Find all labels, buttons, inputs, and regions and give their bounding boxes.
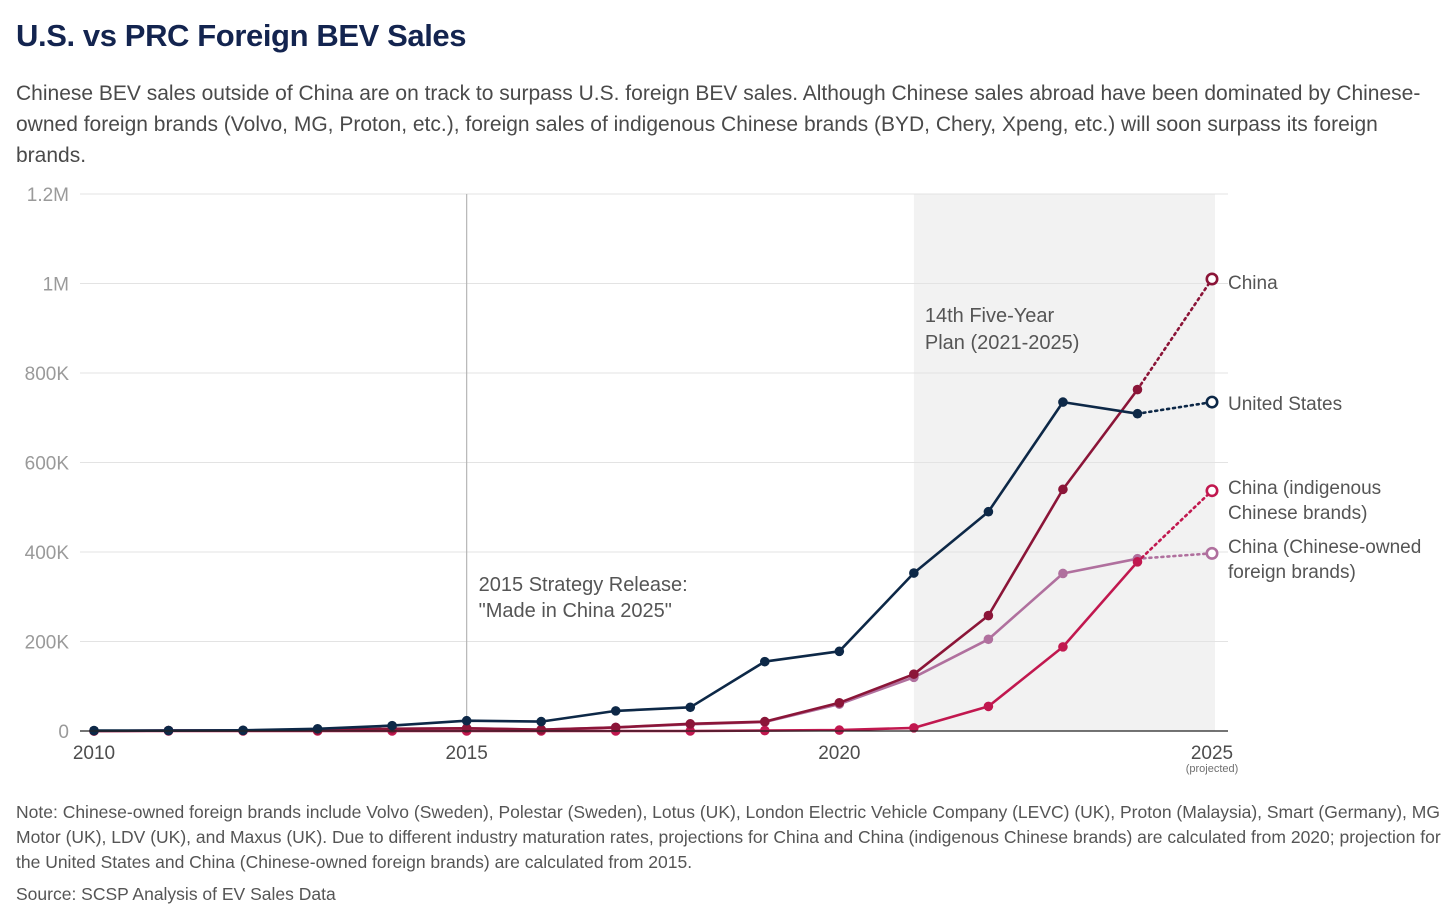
series-label-china-foreign: foreign brands) <box>1228 562 1356 583</box>
footnote: Note: Chinese-owned foreign brands inclu… <box>16 802 1441 872</box>
annotation-layer: 2015 Strategy Release: "Made in China 202… <box>466 194 1080 731</box>
data-point-china <box>685 719 696 729</box>
data-point-us <box>685 702 696 713</box>
source-note: Source: SCSP Analysis of EV Sales Data <box>16 884 336 904</box>
data-point-china <box>536 724 546 735</box>
series-label-china-foreign: China (Chinese-owned <box>1228 537 1421 558</box>
data-point-us <box>834 646 845 657</box>
data-point-us <box>1058 397 1068 407</box>
data-point-us <box>312 723 323 734</box>
projected-point-china-indigenous <box>1205 484 1219 498</box>
y-tick-label: 1.2M <box>27 185 69 206</box>
y-tick-label: 1M <box>43 275 69 296</box>
grid-layer <box>80 193 1228 642</box>
series-label-china-indigenous: Chinese brands) <box>1228 503 1367 524</box>
data-point-us <box>1132 408 1143 419</box>
data-point-china-indigenous <box>909 723 919 733</box>
data-point-us <box>610 706 621 716</box>
data-point-us <box>238 725 248 736</box>
data-point-china <box>760 716 770 727</box>
data-point-us <box>387 720 397 731</box>
projected-point-us <box>1205 395 1219 409</box>
x-tick-label: 2010 <box>73 743 115 764</box>
data-point-china <box>983 610 994 621</box>
projected-point-china-foreign <box>1205 546 1219 560</box>
chart-subtitle: Chinese BEV sales outside of China are o… <box>16 82 1421 167</box>
strategy-release-annotation: "Made in China 2025" <box>479 600 672 622</box>
data-point-china-foreign <box>1058 568 1068 579</box>
data-point-us <box>461 715 472 726</box>
projection-line-us <box>1136 400 1214 416</box>
series-label-china-indigenous: China (indigenous <box>1228 478 1381 499</box>
plan-annotation: 14th Five-Year <box>925 305 1055 327</box>
plan-annotation: Plan (2021-2025) <box>925 332 1080 354</box>
projection-line-china-indigenous <box>1136 489 1214 564</box>
projection-line-china <box>1136 277 1214 391</box>
data-point-china-foreign <box>983 634 994 645</box>
line-chart: 2015 Strategy Release: "Made in China 202… <box>25 185 1422 775</box>
y-tick-label: 0 <box>58 722 69 743</box>
label-layer: China (Chinese-owned foreign brands) China… <box>1228 273 1421 583</box>
data-point-china <box>1058 484 1068 495</box>
data-point-us <box>909 568 919 578</box>
x-tick-label: 2025 <box>1191 743 1233 764</box>
data-point-us <box>983 506 994 517</box>
y-tick-label: 800K <box>25 364 70 385</box>
data-point-china-indigenous <box>834 725 845 735</box>
series-us <box>89 395 1219 736</box>
x-tick-label: 2015 <box>446 743 488 764</box>
data-point-china <box>1132 384 1143 395</box>
data-point-us <box>760 656 770 667</box>
data-point-china-indigenous <box>1132 557 1143 567</box>
strategy-release-annotation: 2015 Strategy Release: <box>479 574 688 596</box>
y-tick-label: 200K <box>25 633 70 654</box>
data-point-china <box>909 669 919 679</box>
series-label-china: China <box>1228 273 1278 294</box>
data-point-china <box>610 722 621 733</box>
x-tick-projected-note: (projected) <box>1186 763 1239 775</box>
y-tick-label: 600K <box>25 454 70 475</box>
data-point-us <box>536 716 546 727</box>
axis-layer: 0 200K 400K 600K 800K 1M 1.2M 2010 2015 2020 2025(… <box>25 185 1239 775</box>
data-point-china-indigenous <box>1058 642 1068 652</box>
data-point-china-indigenous <box>983 701 994 712</box>
projected-point-china <box>1205 272 1219 286</box>
projection-line-china-foreign <box>1136 552 1214 561</box>
x-tick-label: 2020 <box>818 743 860 764</box>
y-tick-label: 400K <box>25 543 70 564</box>
chart-title: U.S. vs PRC Foreign BEV Sales <box>16 18 467 53</box>
data-point-china <box>834 698 845 708</box>
series-label-us: United States <box>1228 394 1342 415</box>
